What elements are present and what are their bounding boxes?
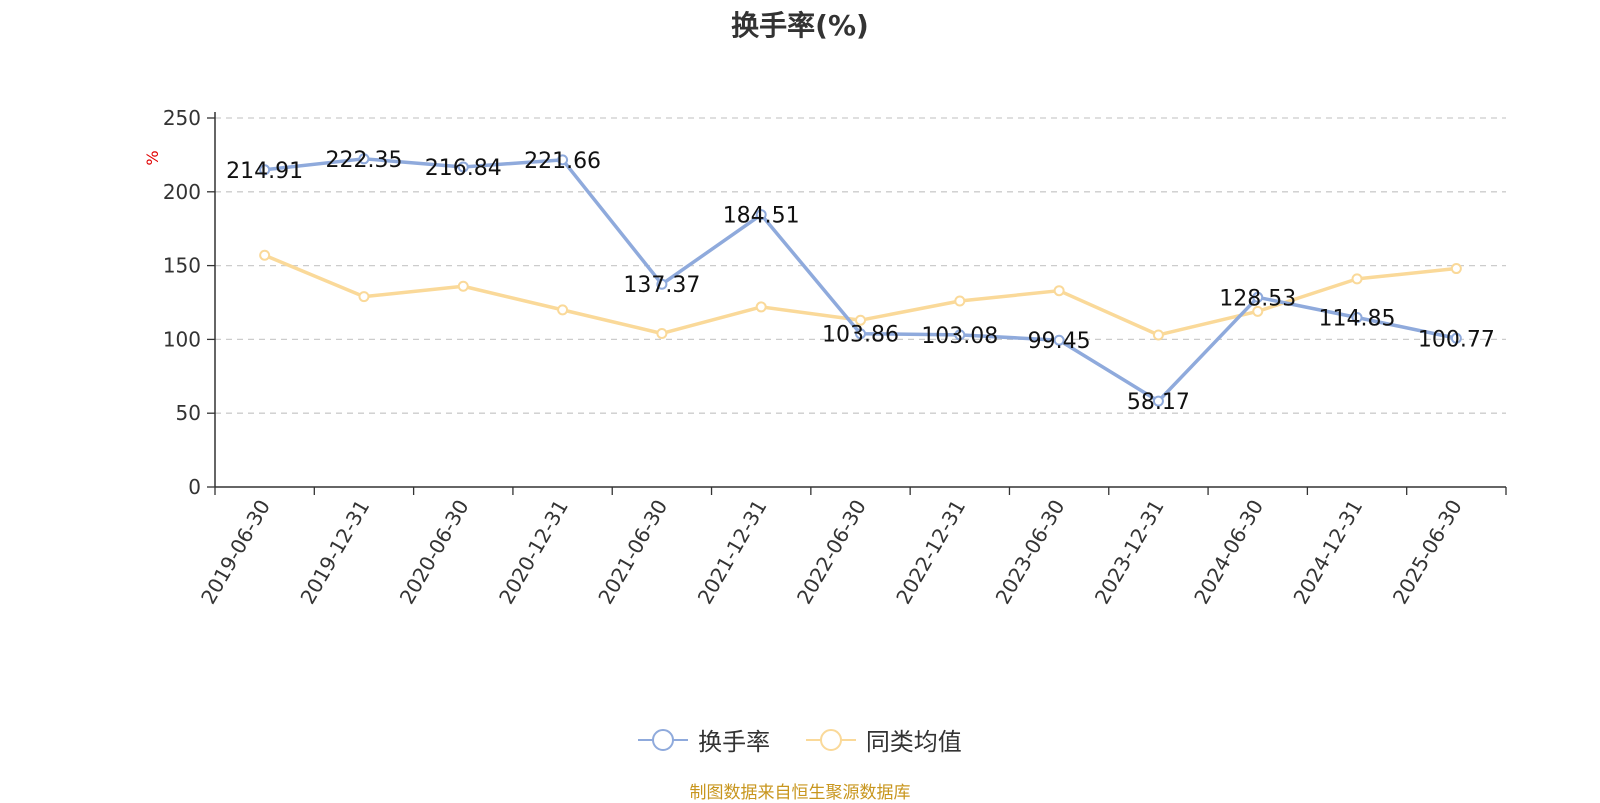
data-label: 184.51 [723,204,800,229]
series-point-1 [1053,285,1065,297]
series-point-0 [954,329,966,341]
data-label: 58.17 [1127,390,1190,415]
series-point-0 [259,164,271,176]
series-point-1 [755,301,767,313]
legend-marker-turnover-icon [638,728,689,751]
x-tick-label: 2020-12-31 [494,496,573,609]
data-label: 103.08 [921,324,998,349]
x-tick-label: 2025-06-30 [1388,496,1467,609]
axes: 0 50 100 150 200 250% 2019-06-30 2019-12-31 2020… [143,106,1507,609]
series-point-1 [1450,263,1462,275]
series-point-0 [457,161,469,173]
series-lines [259,153,1462,407]
legend-marker-peer-average-icon [805,728,856,751]
series-point-0 [656,278,668,290]
data-label: 114.85 [1319,306,1396,331]
x-tick-label: 2020-06-30 [395,496,474,609]
data-label: 221.66 [524,149,601,174]
x-tick-label: 2019-12-31 [295,496,374,609]
y-tick-label: 100 [163,327,201,351]
y-tick-label: 200 [163,180,201,204]
source-note: 制图数据来自恒生聚源数据库 [689,783,911,803]
series-point-1 [457,280,469,292]
chart-title: 换手率(%) [731,9,869,42]
series-point-0 [1351,311,1363,323]
y-tick-label: 250 [163,106,201,130]
x-tick-label: 2019-06-30 [196,496,275,609]
x-tick-label: 2023-06-30 [991,496,1070,609]
x-tick-label: 2022-12-31 [891,495,970,608]
x-tick-label: 2023-12-31 [1090,496,1169,609]
series-point-0 [1252,291,1264,303]
legend-label-turnover: 换手率 [698,728,771,756]
series-point-1 [855,314,866,326]
series-point-0 [1053,334,1065,346]
data-label: 214.91 [226,159,303,184]
series-point-1 [1351,273,1363,285]
series-point-0 [755,209,767,221]
legend: 换手率 同类均值 [0,722,1600,759]
x-tick-label: 2024-12-31 [1288,496,1367,609]
y-tick-label: 0 [188,475,201,499]
x-tick-label: 2022-06-30 [792,496,871,609]
data-label: 128.53 [1219,286,1296,311]
data-label: 137.37 [623,273,700,298]
series-line-0 [264,157,1457,403]
series-point-1 [656,327,668,339]
series-point-0 [1152,395,1164,407]
data-label: 99.45 [1028,329,1091,354]
x-tick-label: 2024-06-30 [1189,496,1268,609]
legend-item-turnover[interactable]: 换手率 [638,722,770,757]
y-tick-label: 50 [176,401,201,425]
series-point-0 [1450,332,1462,344]
series-point-1 [954,295,966,307]
y-axis-label: % [143,150,162,165]
x-tick-label: 2021-12-31 [693,496,772,609]
legend-label-peer-average: 同类均值 [865,728,962,756]
x-tick-label: 2021-06-30 [593,496,672,609]
series-point-0 [557,154,569,166]
series-point-1 [1252,305,1264,317]
series-point-1 [259,249,271,261]
data-label: 222.35 [325,148,402,173]
data-labels: 214.91 222.35 216.84 221.66 137.37 184.51 103.… [226,148,1495,415]
series-point-1 [358,291,370,303]
legend-item-peer-average[interactable]: 同类均值 [805,722,962,757]
series-point-1 [1152,329,1164,341]
y-tick-label: 150 [163,254,201,278]
data-label: 100.77 [1418,327,1495,352]
series-point-0 [358,153,370,165]
series-point-1 [557,304,569,316]
data-label: 103.86 [822,323,899,348]
data-label: 216.84 [425,156,502,181]
series-point-0 [855,328,866,340]
